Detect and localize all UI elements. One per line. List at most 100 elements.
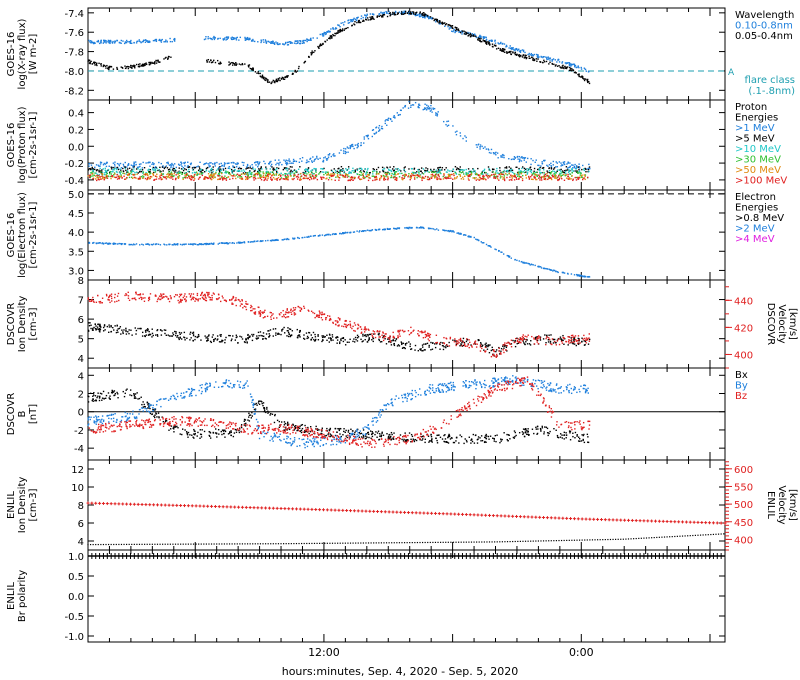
data-point: [134, 176, 136, 179]
data-point: [533, 176, 535, 178]
data-point: [418, 173, 420, 175]
data-point: [448, 177, 450, 180]
data-point: [160, 172, 163, 175]
data-point: [569, 173, 571, 175]
data-point: [501, 49, 503, 51]
data-point: [237, 170, 239, 172]
data-point: [189, 331, 192, 333]
data-point: [339, 342, 341, 345]
data-point: [384, 172, 386, 174]
data-point: [575, 167, 577, 170]
data-point: [234, 163, 237, 165]
data-point: [256, 240, 258, 243]
data-point: [275, 334, 277, 336]
data-point: [103, 176, 106, 179]
data-point: [382, 13, 385, 16]
data-point: [512, 158, 514, 160]
data-point: [433, 168, 435, 171]
data-point: [501, 50, 504, 52]
data-point: [542, 169, 545, 171]
data-point: [430, 109, 432, 111]
data-point: [529, 264, 531, 266]
data-point: [499, 42, 502, 45]
data-point: [170, 177, 172, 179]
data-point: [478, 37, 481, 40]
data-point: [330, 173, 332, 175]
data-point: [539, 61, 542, 63]
data-point: [273, 43, 276, 45]
data-point: [353, 177, 356, 180]
data-point: [514, 156, 516, 159]
data-point: [516, 337, 518, 339]
data-point: [262, 76, 265, 78]
data-point: [320, 167, 322, 170]
data-point: [523, 338, 526, 340]
data-point: [207, 58, 210, 61]
data-point: [428, 344, 430, 347]
data-point: [470, 171, 473, 173]
data-point: [538, 56, 540, 58]
data-point: [548, 63, 550, 65]
data-point: [552, 164, 554, 166]
data-point: [386, 172, 389, 175]
data-point: [580, 172, 582, 175]
data-point: [119, 171, 121, 174]
data-point: [220, 62, 222, 65]
data-point: [347, 22, 350, 24]
data-point: [132, 164, 135, 167]
data-point: [104, 177, 106, 179]
data-point: [540, 179, 543, 181]
data-point: [490, 246, 492, 248]
data-point: [101, 173, 103, 175]
data-point: [573, 66, 576, 68]
data-point: [371, 339, 373, 341]
data-point: [435, 169, 438, 171]
data-point: [143, 166, 146, 169]
data-point: [278, 164, 280, 166]
data-point: [329, 37, 331, 39]
y-tick-label: 5: [78, 335, 84, 346]
data-point: [142, 175, 144, 177]
data-point: [543, 61, 546, 63]
data-point: [443, 346, 445, 348]
data-point: [259, 177, 261, 179]
data-point: [184, 339, 186, 341]
data-point: [264, 77, 266, 79]
data-point: [557, 59, 559, 61]
data-point: [326, 159, 328, 161]
data-point: [415, 227, 418, 229]
data-point: [481, 171, 484, 173]
data-point: [525, 171, 527, 173]
data-point: [210, 37, 212, 40]
data-point: [287, 176, 289, 178]
data-point: [387, 168, 390, 171]
data-point: [289, 171, 292, 173]
data-point: [277, 177, 280, 179]
data-point: [463, 33, 466, 35]
data-point: [510, 257, 512, 259]
data-point: [555, 161, 557, 163]
data-point: [102, 326, 105, 329]
data-point: [177, 175, 180, 178]
data-point: [251, 163, 253, 166]
data-point: [327, 173, 329, 176]
data-point: [347, 166, 350, 168]
data-point: [547, 341, 550, 343]
data-point: [315, 171, 317, 173]
data-point: [136, 40, 138, 43]
data-point: [404, 175, 406, 177]
data-point: [262, 240, 264, 242]
data-point: [479, 178, 481, 181]
data-point: [281, 76, 284, 79]
data-point: [204, 176, 206, 178]
data-point: [295, 42, 297, 45]
data-point: [278, 173, 281, 176]
data-point: [316, 155, 318, 158]
data-point: [506, 171, 508, 173]
data-point: [89, 167, 91, 170]
data-point: [120, 333, 122, 335]
data-point: [265, 166, 267, 168]
data-point: [571, 168, 573, 171]
data-point: [431, 18, 433, 20]
data-point: [249, 67, 252, 70]
